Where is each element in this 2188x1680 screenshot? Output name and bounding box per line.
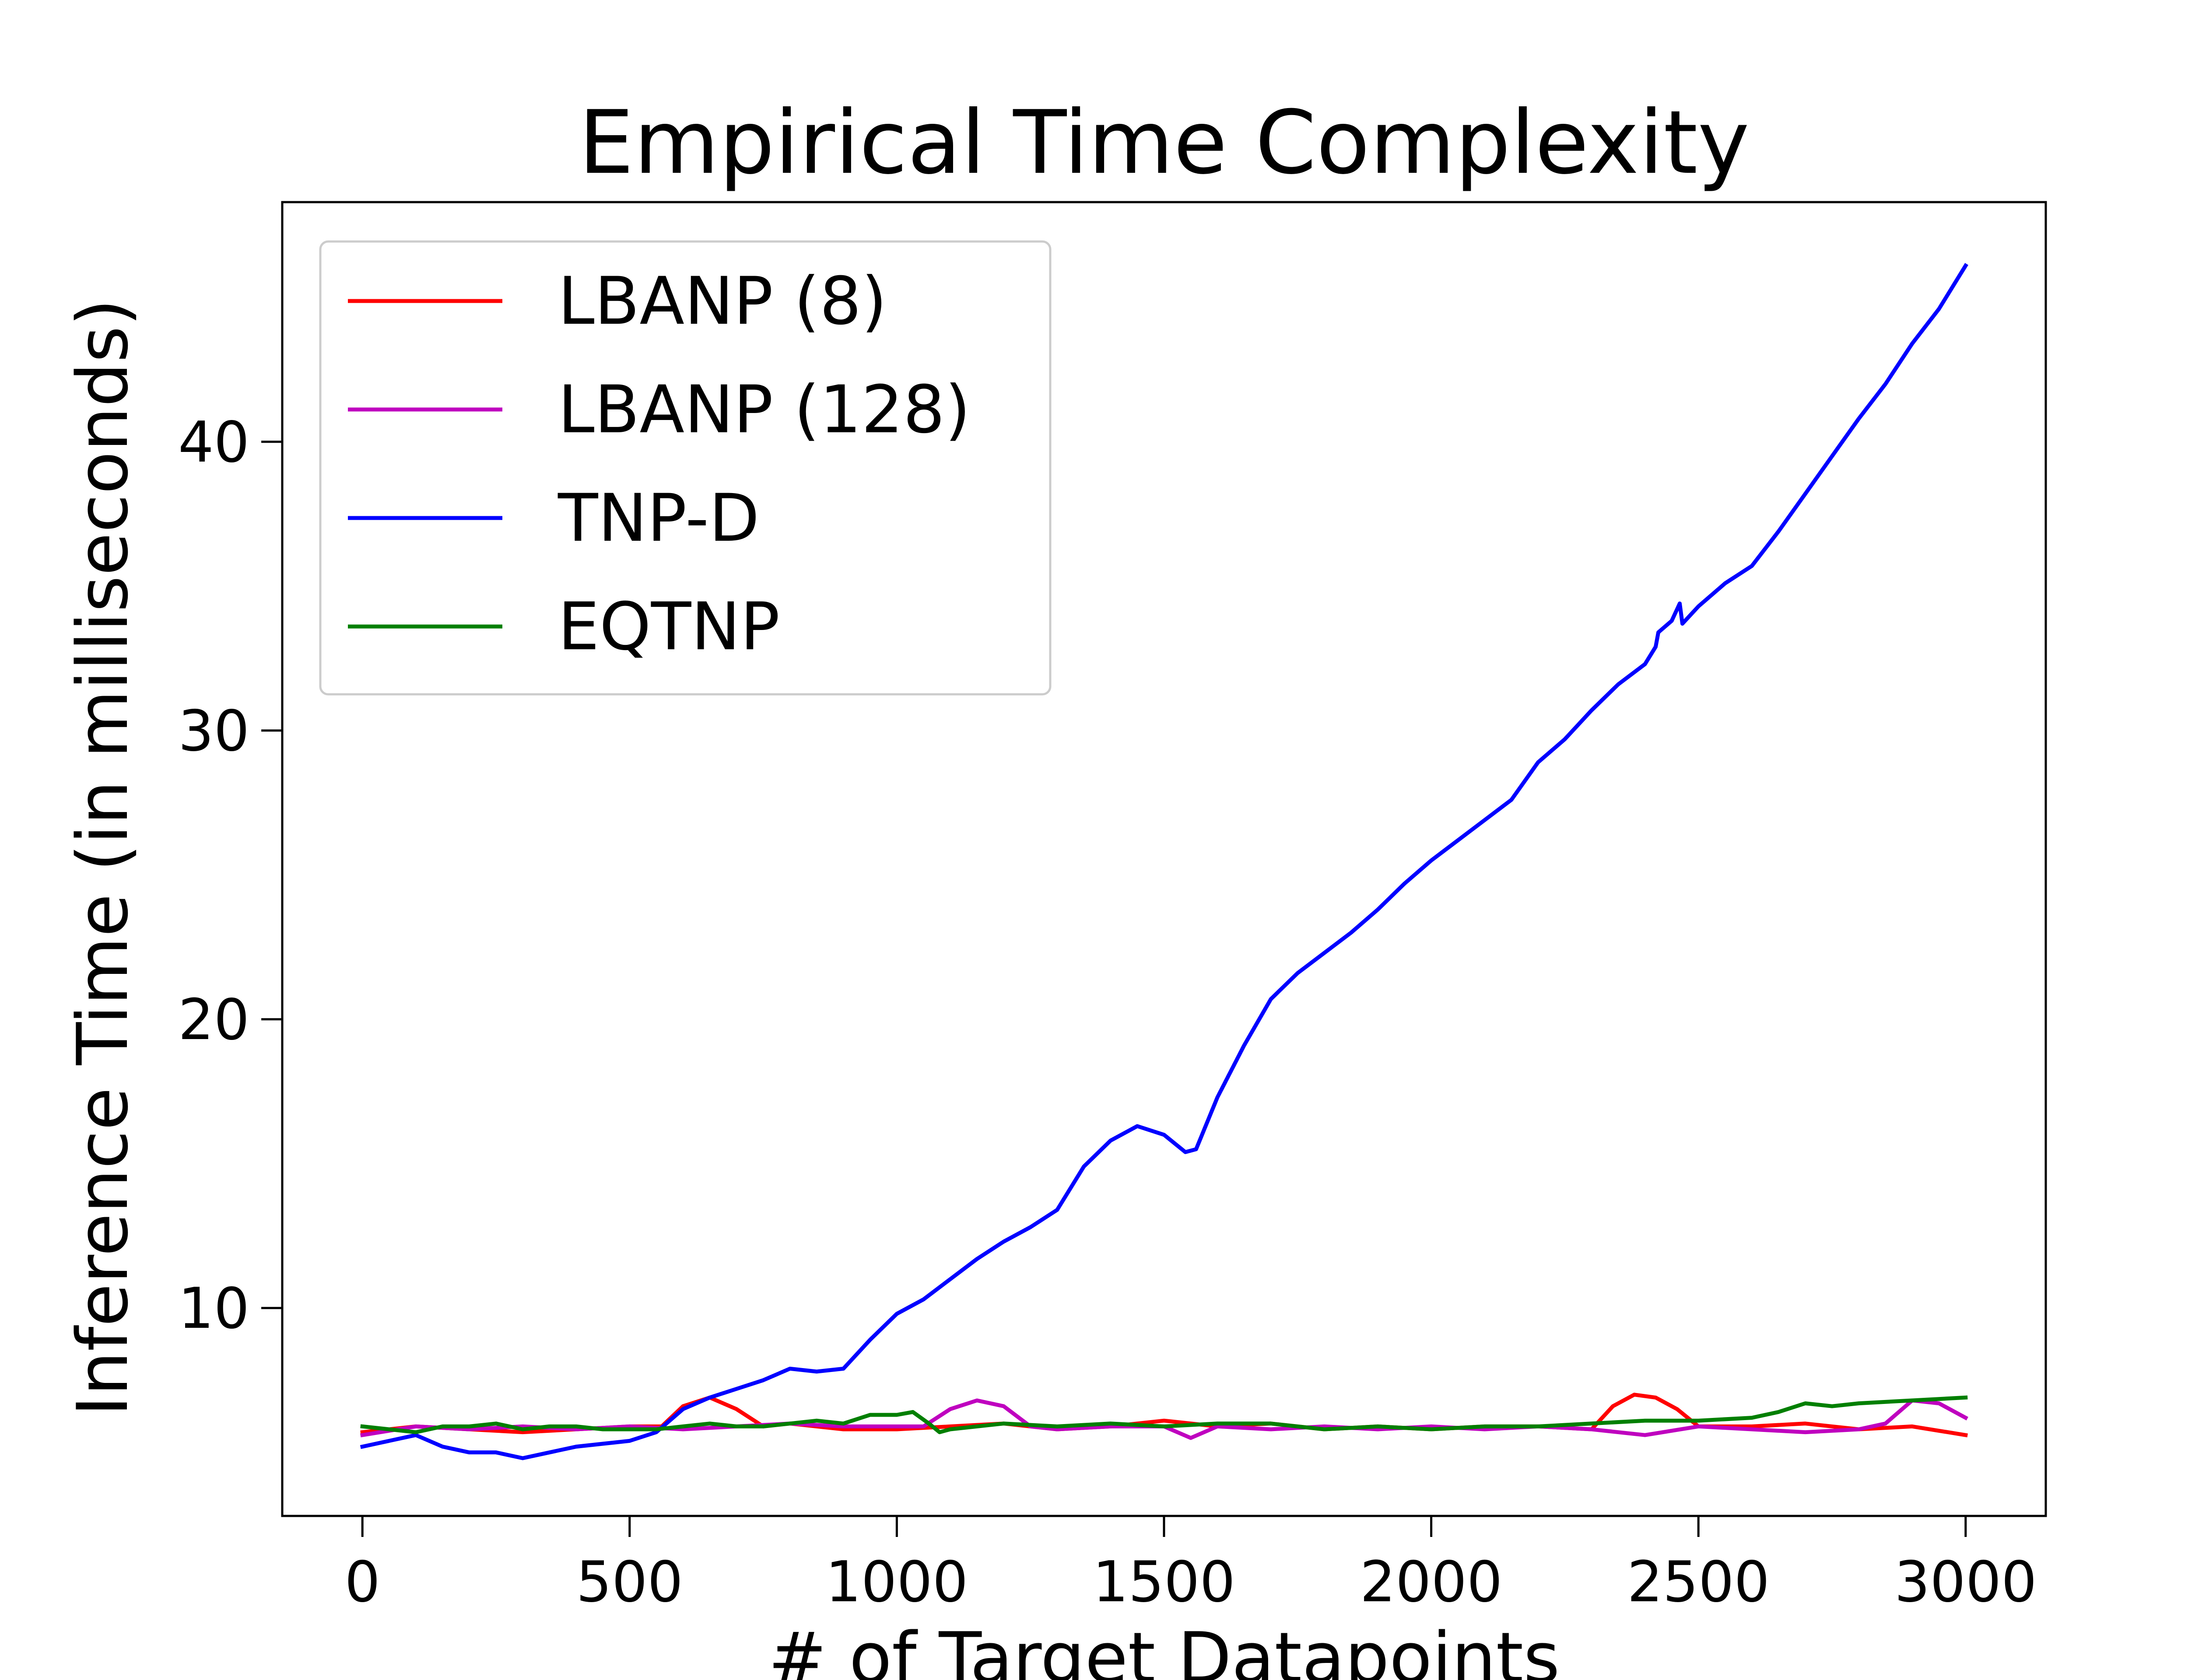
x-tick-label: 1000 <box>826 1550 968 1615</box>
y-tick-label: 20 <box>178 987 249 1053</box>
x-tick-label: 1500 <box>1093 1550 1235 1615</box>
legend-label: LBANP (8) <box>558 263 887 340</box>
plot-area-frame <box>281 201 2047 1517</box>
x-tick-label: 2000 <box>1360 1550 1503 1615</box>
legend-label: EQTNP <box>558 589 780 665</box>
x-tick-label: 0 <box>344 1550 380 1615</box>
y-axis-ticks: 10 20 30 40 <box>178 410 282 1341</box>
series-line-3 <box>360 1395 1968 1435</box>
legend-label: TNP-D <box>558 480 760 556</box>
y-tick-label: 10 <box>178 1276 249 1341</box>
y-axis-label: Inference Time (in milliseconds) <box>62 299 144 1416</box>
legend-label: LBANP (128) <box>558 372 971 448</box>
x-axis-ticks: 0 500 1000 1500 2000 2500 3000 <box>344 1516 2037 1615</box>
series-line-2 <box>360 263 1968 1460</box>
x-tick-label: 500 <box>576 1550 683 1615</box>
y-tick-label: 40 <box>178 410 249 475</box>
x-axis-label: # of Target Datapoints <box>768 1617 1560 1680</box>
x-tick-label: 2500 <box>1627 1550 1770 1615</box>
legend: LBANP (8) LBANP (128) TNP-D EQTNP <box>319 240 1052 696</box>
legend-box <box>319 240 1052 696</box>
chart-title: Empirical Time Complexity <box>579 92 1750 194</box>
y-tick-label: 30 <box>178 699 249 764</box>
x-tick-label: 3000 <box>1894 1550 2037 1615</box>
series-lines <box>360 263 1968 1460</box>
